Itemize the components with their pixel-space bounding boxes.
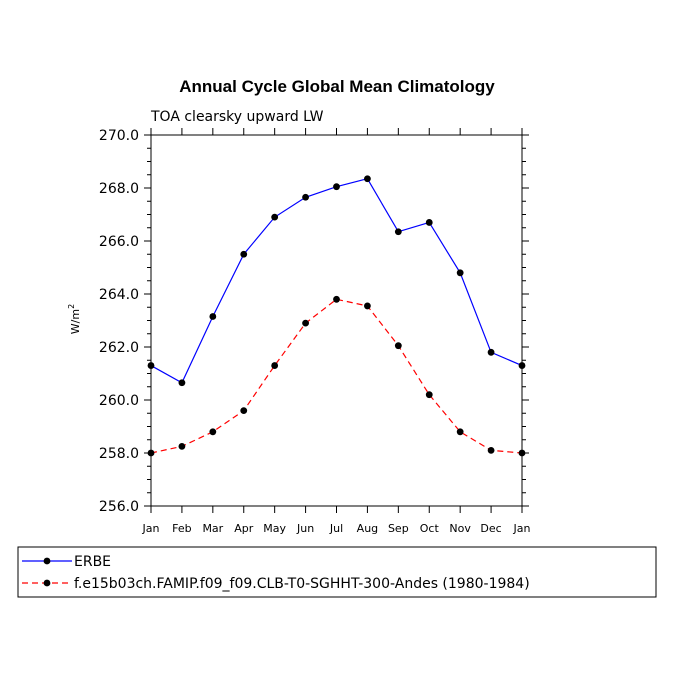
data-point <box>394 342 402 350</box>
data-point <box>240 250 248 258</box>
legend-marker <box>43 557 51 565</box>
series-2 <box>147 295 526 457</box>
data-point <box>271 362 279 369</box>
y-tick-label: 258.0 <box>99 446 139 462</box>
x-tick-label: Jul <box>329 522 343 535</box>
data-point <box>240 407 248 414</box>
y-tick-label: 266.0 <box>99 234 139 250</box>
y-axis: 256.0 258.0 260.0 262.0 264.0 266.0 268.0 270.0 <box>99 128 529 515</box>
data-point <box>456 269 464 277</box>
data-point <box>302 319 309 327</box>
series-layer <box>147 175 526 457</box>
data-point <box>487 348 495 356</box>
y-tick-label: 270.0 <box>99 128 139 144</box>
y-tick-label: 256.0 <box>99 499 139 515</box>
series-1 <box>147 175 526 387</box>
data-point <box>178 442 186 450</box>
x-tick-label: Jan <box>142 522 160 535</box>
y-tick-label: 264.0 <box>99 287 139 303</box>
legend: ERBE f.e15b03ch.FAMIP.f09_f09.CLB-T0-SGHH… <box>17 546 657 598</box>
legend-label: ERBE <box>74 554 111 570</box>
x-tick-label: Feb <box>172 522 191 535</box>
legend-entry-2: f.e15b03ch.FAMIP.f09_f09.CLB-T0-SGHHT-30… <box>22 576 530 592</box>
data-point <box>394 228 402 236</box>
chart-title: Annual Cycle Global Mean Climatology <box>179 77 495 96</box>
y-tick-label: 268.0 <box>99 181 139 197</box>
x-tick-label: Dec <box>480 522 501 535</box>
y-tick-label: 260.0 <box>99 393 139 409</box>
data-point <box>209 313 217 320</box>
y-axis-label: W/m2 <box>67 304 82 334</box>
x-tick-label: Aug <box>357 522 378 535</box>
data-point <box>209 428 217 436</box>
x-tick-label: Jan <box>513 522 531 535</box>
x-tick-label: Sep <box>388 522 409 535</box>
data-point <box>333 183 340 191</box>
x-tick-label: Oct <box>420 522 440 535</box>
x-tick-label: Nov <box>449 522 471 535</box>
legend-entry-1: ERBE <box>22 554 111 570</box>
data-point <box>425 219 433 226</box>
data-point <box>487 446 495 454</box>
legend-box <box>17 546 657 598</box>
data-point <box>333 295 340 303</box>
data-point <box>178 379 186 387</box>
data-point <box>456 428 464 436</box>
chart-subtitle: TOA clearsky upward LW <box>150 109 324 125</box>
x-tick-label: Apr <box>234 522 254 535</box>
y-tick-label: 262.0 <box>99 340 139 356</box>
x-tick-label: Mar <box>202 522 223 535</box>
x-axis: Jan Feb Mar Apr May Jun Jul Aug Sep Oct Nov Dec Jan <box>142 128 531 535</box>
data-point <box>364 302 371 310</box>
series-line <box>150 298 523 454</box>
data-point <box>302 193 309 201</box>
x-tick-label: Jun <box>296 522 314 535</box>
legend-marker <box>43 579 51 587</box>
data-point <box>364 175 371 183</box>
data-point <box>425 391 433 399</box>
data-point <box>271 213 279 221</box>
plot-frame <box>150 134 523 507</box>
x-tick-label: May <box>263 522 286 535</box>
legend-label: f.e15b03ch.FAMIP.f09_f09.CLB-T0-SGHHT-30… <box>74 576 530 592</box>
series-line <box>150 178 523 384</box>
